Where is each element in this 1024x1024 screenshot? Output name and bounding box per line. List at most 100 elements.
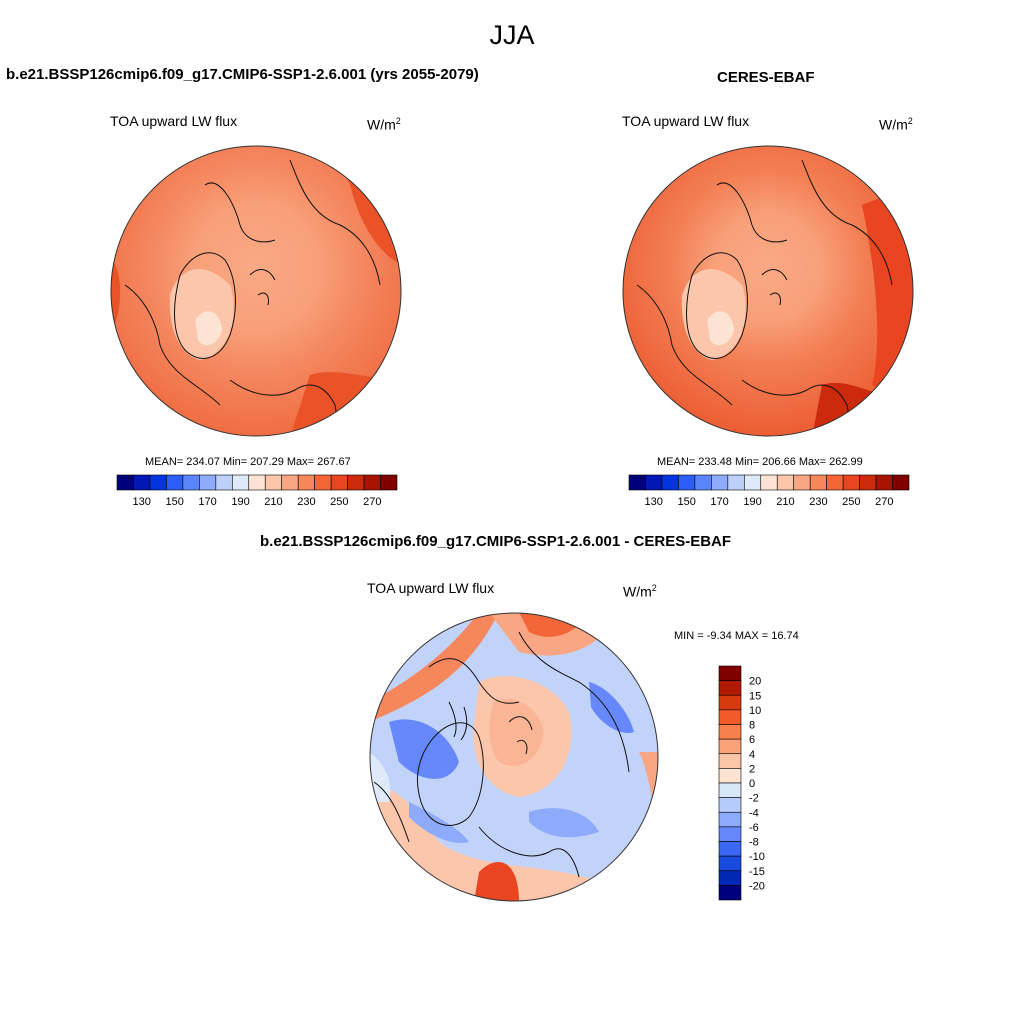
panel2-colorbar-box [776,474,795,491]
panel2-colorbar-tick-label: 270 [875,496,893,508]
diff-colorbar-box [718,680,742,696]
diff-title: b.e21.BSSP126cmip6.f09_g17.CMIP6-SSP1-2.… [260,533,732,550]
panel2-colorbar-box [793,474,811,491]
panel1-colorbar-tick-label: 210 [264,496,282,508]
diff-colorbar-tick-label: -4 [749,807,759,819]
panel2-colorbar-box [859,474,877,491]
diff-colorbar-tick-label: -10 [749,851,765,863]
panel1-colorbar-box [380,474,398,491]
panel2-colorbar-box [694,474,712,491]
diff-colorbar-tick-label: -6 [749,822,759,834]
panel1-colorbar-box [182,474,200,491]
panel1-units: W/m2 [367,116,401,133]
panel2-colorbar-box [760,474,778,491]
panel2-colorbar: 130 150 170 190 210 230 250 270 [628,474,910,508]
diff-colorbar-tick-label: -8 [749,837,759,849]
panel2-polar-map [622,145,914,437]
panel1-colorbar-box [264,474,283,491]
diff-colorbar-tick-label: 20 [749,676,761,688]
panel2-colorbar-box [645,474,663,491]
diff-polar-map [369,612,659,902]
figure-title: JJA [489,20,535,50]
diff-colorbar-tick-label: -2 [749,793,759,805]
diff-units: W/m2 [623,583,657,600]
diff-colorbar-box [718,738,742,755]
panel1-colorbar-box [363,474,381,491]
panel1-colorbar: 130 150 170 190 210 230 250 270 [116,474,398,508]
panel1-colorbar-tick-label: 150 [165,496,183,508]
panel2-colorbar-box [842,474,860,491]
panel2-colorbar-box [809,474,827,491]
panel2-colorbar-box [628,474,646,491]
diff-colorbar-box [718,855,742,872]
panel1-colorbar-box [149,474,167,491]
panel1-colorbar-box [347,474,365,491]
panel1-colorbar-box [297,474,315,491]
panel2-colorbar-box [892,474,910,491]
panel2-colorbar-tick-label: 210 [776,496,794,508]
panel1-colorbar-box [248,474,266,491]
panel2-colorbar-box [875,474,893,491]
diff-colorbar-box [718,811,742,828]
panel1-colorbar-box [133,474,151,491]
diff-colorbar-tick-label: -15 [749,866,765,878]
panel1-colorbar-tick-label: 170 [198,496,216,508]
diff-field-title: TOA upward LW flux [367,580,495,596]
panel1-colorbar-box [166,474,184,491]
diff-colorbar-box [718,724,742,740]
panel1-colorbar-box [199,474,217,491]
panel2-colorbar-box [743,474,762,491]
diff-colorbar-box [718,694,742,711]
diff-colorbar-tick-label: 2 [749,763,755,775]
panel2-stats: MEAN= 233.48 Min= 206.66 Max= 262.99 [657,456,863,468]
panel2-colorbar-tick-label: 170 [710,496,728,508]
panel1-colorbar-tick-label: 250 [330,496,348,508]
diff-colorbar-tick-label: 4 [749,749,755,761]
panel1-title: b.e21.BSSP126cmip6.f09_g17.CMIP6-SSP1-2.… [6,66,479,83]
panel1-colorbar-box [215,474,233,491]
panel1-colorbar-tick-label: 130 [133,496,151,508]
panel2-colorbar-tick-label: 130 [645,496,663,508]
panel2-colorbar-tick-label: 190 [743,496,761,508]
diff-colorbar-box [718,826,742,842]
panel1-colorbar-box [231,474,250,491]
diff-colorbar-box [718,841,742,857]
diff-colorbar-tick-label: 8 [749,720,755,732]
diff-colorbar-box [718,768,742,784]
diff-colorbar-box [718,885,742,901]
panel2-colorbar-box [727,474,745,491]
panel1-polar-map [110,145,402,437]
panel1-stats: MEAN= 234.07 Min= 207.29 Max= 267.67 [145,456,351,468]
panel2-units: W/m2 [879,116,913,133]
panel1-colorbar-box [314,474,332,491]
panel2-colorbar-tick-label: 250 [842,496,860,508]
panel1-colorbar-tick-label: 190 [231,496,249,508]
diff-colorbar-box [718,665,742,681]
diff-colorbar-box [718,797,742,813]
panel2-colorbar-box [678,474,696,491]
diff-colorbar-box [718,753,742,769]
diff-colorbar-box [718,782,742,798]
panel2-title: CERES-EBAF [717,69,815,86]
diff-colorbar-tick-label: 15 [749,690,761,702]
panel2-field-title: TOA upward LW flux [622,113,750,129]
panel1-colorbar-tick-label: 230 [297,496,315,508]
diff-colorbar-box [718,709,742,725]
panel2-colorbar-box [711,474,729,491]
diff-colorbar-tick-label: 10 [749,705,761,717]
panel2-colorbar-tick-label: 230 [809,496,827,508]
diff-stats: MIN = -9.34 MAX = 16.74 [674,630,799,642]
panel1-colorbar-tick-label: 270 [363,496,381,508]
panel2-colorbar-box [826,474,844,491]
panel2-colorbar-box [661,474,679,491]
panel1-field-title: TOA upward LW flux [110,113,238,129]
panel1-colorbar-box [281,474,299,491]
diff-colorbar-box [718,870,742,886]
diff-colorbar-tick-label: 6 [749,734,755,746]
panel1-colorbar-box [330,474,348,491]
panel2-colorbar-tick-label: 150 [677,496,695,508]
diff-colorbar-tick-label: 0 [749,778,755,790]
panel1-colorbar-box [116,474,134,491]
diff-colorbar-tick-label: -20 [749,880,765,892]
